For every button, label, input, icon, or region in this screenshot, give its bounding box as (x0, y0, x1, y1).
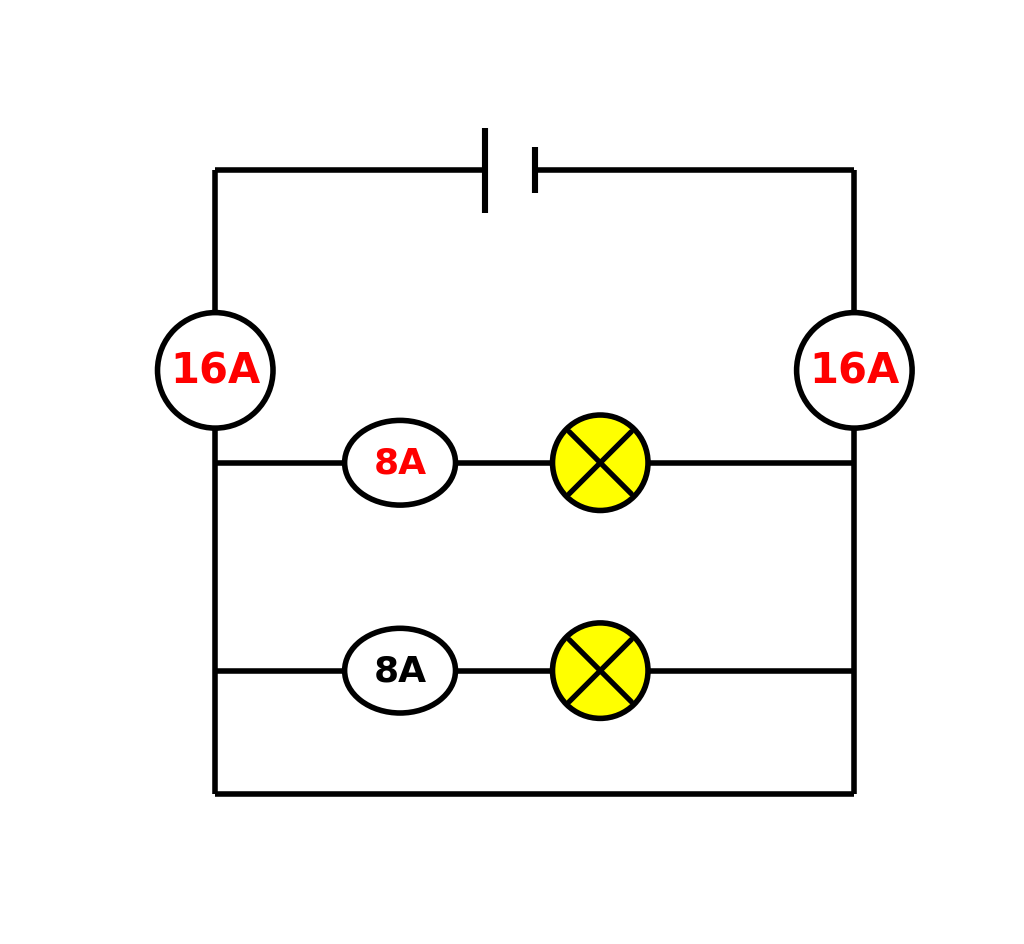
Ellipse shape (345, 421, 456, 506)
Circle shape (553, 415, 648, 511)
Circle shape (158, 313, 273, 429)
Text: 16A: 16A (170, 350, 260, 392)
Text: 16A: 16A (809, 350, 899, 392)
Text: 8A: 8A (374, 654, 427, 688)
Circle shape (797, 313, 912, 429)
Text: 8A: 8A (374, 447, 427, 480)
Ellipse shape (345, 629, 456, 714)
Circle shape (553, 623, 648, 718)
